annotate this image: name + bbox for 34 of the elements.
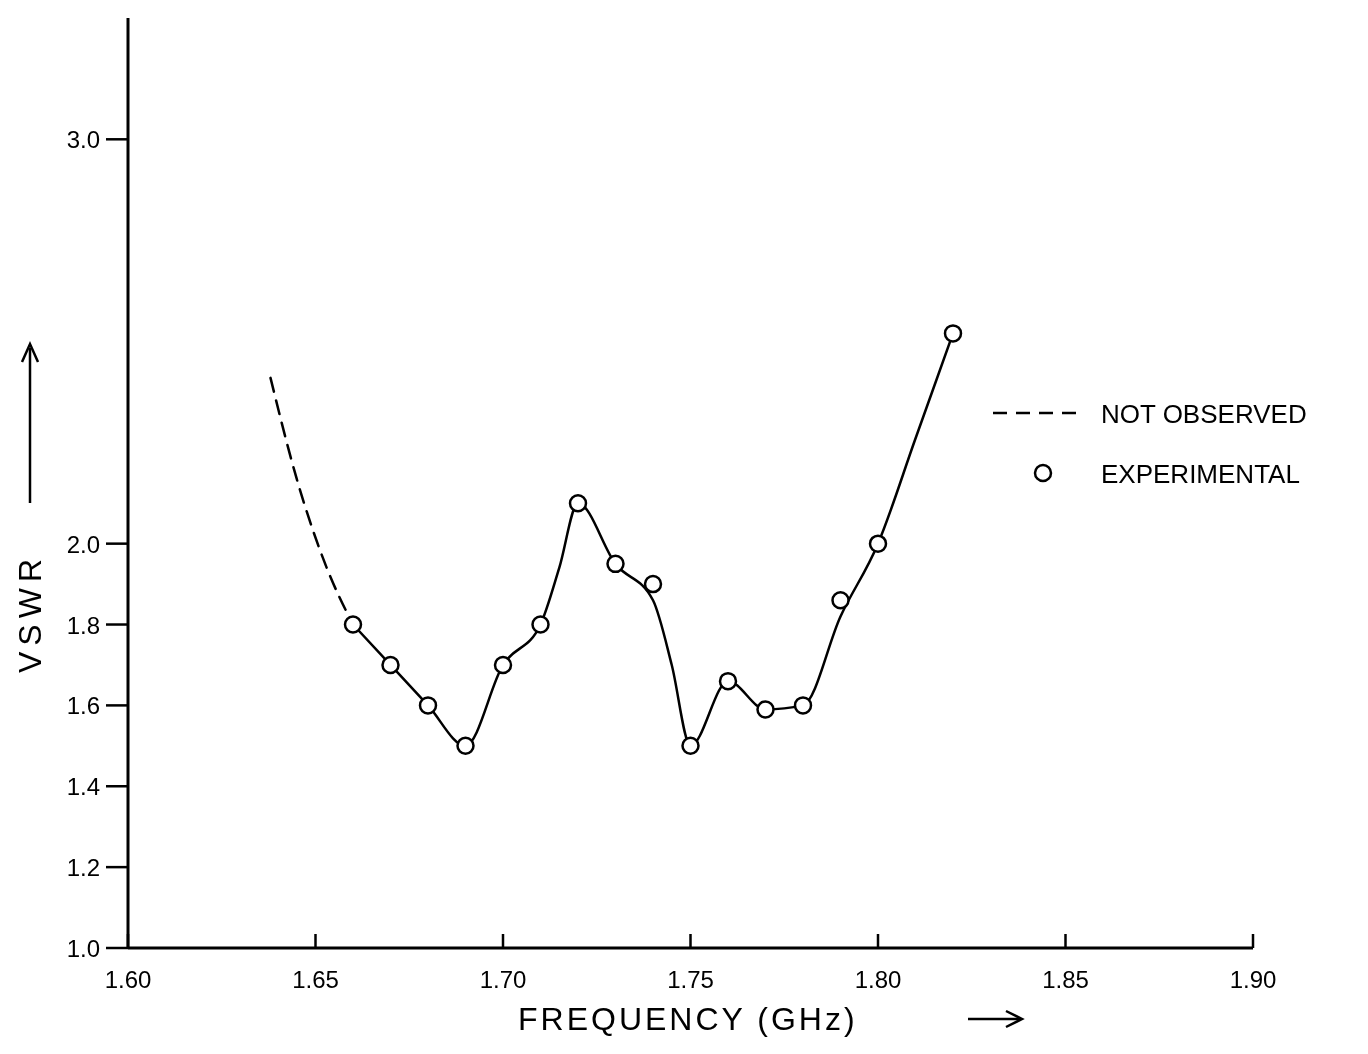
point (531, 615, 550, 634)
x-tick-label: 1.60 (104, 966, 152, 993)
y-tick-label: 1.6 (66, 692, 100, 720)
legend-label: NOT OBSERVED (1101, 399, 1307, 429)
point (381, 655, 400, 675)
point (943, 324, 963, 343)
y-tick-label: 1.8 (66, 611, 100, 639)
point (831, 591, 850, 610)
y-axis-title: VSWR (12, 553, 48, 673)
point (793, 696, 813, 715)
x-tick-label: 1.90 (1229, 966, 1277, 993)
x-tick-label: 1.70 (479, 966, 527, 993)
point (606, 554, 625, 574)
y-tick-label: 1.0 (66, 935, 100, 962)
point (643, 574, 663, 594)
y-tick-label: 2.0 (66, 530, 100, 558)
y-tick-label: 3.0 (66, 126, 100, 154)
point (418, 696, 438, 715)
x-tick-label: 1.65 (292, 966, 339, 993)
point (456, 736, 475, 756)
point (756, 700, 775, 719)
point (681, 736, 700, 756)
x-axis-title: FREQUENCY (GHz) (518, 1001, 858, 1037)
point (493, 655, 513, 675)
point (343, 615, 363, 634)
y-tick-label: 1.4 (66, 773, 100, 801)
x-tick-label: 1.80 (854, 966, 902, 993)
legend-label: EXPERIMENTAL (1101, 459, 1300, 489)
point (568, 493, 588, 513)
x-tick-label: 1.85 (1042, 966, 1089, 993)
y-tick-label: 1.2 (66, 854, 100, 882)
point (868, 534, 888, 553)
point (718, 671, 738, 691)
x-tick-label: 1.75 (667, 966, 714, 993)
